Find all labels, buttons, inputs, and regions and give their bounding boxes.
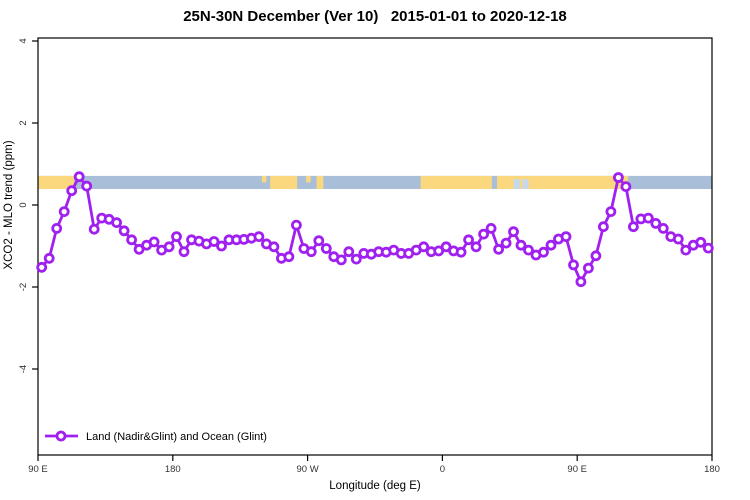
- land-speck: [306, 175, 311, 183]
- y-tick-label: -2: [18, 283, 29, 291]
- data-point-marker: [58, 206, 70, 218]
- legend-label: Land (Nadir&Glint) and Ocean (Glint): [86, 431, 267, 443]
- data-point-marker: [508, 226, 519, 238]
- chart-title: 25N-30N December (Ver 10) 2015-01-01 to …: [183, 8, 567, 25]
- data-point-marker: [126, 234, 138, 246]
- data-point-marker: [305, 246, 317, 258]
- data-point-marker: [43, 252, 55, 264]
- data-point-marker: [523, 244, 534, 256]
- data-point-marker: [485, 222, 497, 234]
- axes: 90 E 180 90 W 0 90 E 180 4 2 0 -2 -4: [18, 37, 720, 475]
- shallow-sea-patch: [513, 179, 521, 190]
- data-point-marker: [515, 239, 527, 251]
- data-point-marker: [88, 223, 100, 235]
- land-speck: [261, 175, 267, 183]
- data-point-marker: [545, 239, 557, 251]
- data-point-marker: [650, 217, 662, 229]
- data-point-marker: [343, 246, 355, 258]
- data-point-marker: [268, 241, 280, 253]
- data-point-marker: [560, 231, 572, 243]
- data-point-marker: [350, 253, 362, 265]
- data-point-marker: [613, 172, 624, 183]
- data-point-marker: [81, 180, 93, 192]
- land-segment: [497, 175, 629, 190]
- y-tick-label: 4: [18, 38, 29, 43]
- x-tick-label: 180: [165, 464, 181, 475]
- data-point-marker: [111, 217, 122, 229]
- data-point-marker: [51, 222, 63, 234]
- data-point-marker: [208, 236, 220, 247]
- shallow-sea-patch: [522, 179, 529, 190]
- y-tick-label: 2: [18, 120, 29, 125]
- data-point-marker: [463, 234, 475, 246]
- land-segment: [38, 175, 74, 190]
- data-point-marker: [148, 236, 160, 248]
- legend-marker-icon: [55, 430, 67, 442]
- data-point-marker: [583, 262, 594, 274]
- data-point-marker: [283, 251, 295, 263]
- y-axis-label: XCO2 - MLO trend (ppm): [3, 140, 15, 269]
- data-point-marker: [118, 225, 130, 237]
- data-point-marker: [628, 221, 639, 233]
- data-point-marker: [455, 246, 467, 258]
- data-point-marker: [171, 231, 182, 243]
- data-point-marker: [657, 222, 669, 234]
- data-point-marker: [335, 254, 347, 266]
- data-point-marker: [163, 241, 175, 253]
- data-point-marker: [575, 276, 587, 288]
- data-point-marker: [500, 237, 512, 249]
- series-line: [40, 175, 710, 284]
- data-point-marker: [695, 236, 707, 248]
- land-segment: [420, 175, 492, 190]
- x-tick-label: 0: [440, 464, 445, 475]
- data-point-marker: [73, 171, 85, 183]
- data-point-marker: [216, 240, 227, 252]
- land-segment: [270, 175, 298, 190]
- data-point-marker: [320, 243, 332, 254]
- data-point-marker: [313, 235, 325, 247]
- map-strip: [38, 175, 712, 190]
- x-axis-label: Longitude (deg E): [329, 480, 421, 492]
- data-point-marker: [702, 242, 714, 254]
- data-point-marker: [290, 219, 302, 231]
- data-point-marker: [493, 243, 505, 255]
- x-tick-label: 180: [704, 464, 720, 475]
- data-point-marker: [642, 212, 654, 224]
- data-point-marker: [470, 241, 482, 253]
- data-series: [36, 171, 714, 288]
- land-segment: [316, 175, 324, 190]
- data-point-marker: [66, 185, 78, 197]
- x-tick-label: 90 E: [28, 464, 48, 475]
- data-point-marker: [36, 261, 48, 273]
- data-point-marker: [605, 206, 617, 218]
- data-point-marker: [418, 241, 430, 253]
- data-point-marker: [680, 244, 692, 256]
- x-tick-label: 90 W: [297, 464, 319, 475]
- y-tick-label: 0: [18, 202, 29, 207]
- data-point-marker: [538, 246, 549, 258]
- data-point-marker: [253, 231, 265, 243]
- data-point-marker: [620, 181, 632, 193]
- x-tick-label: 90 E: [567, 464, 587, 475]
- legend: Land (Nadir&Glint) and Ocean (Glint): [45, 430, 267, 443]
- data-point-marker: [178, 246, 190, 258]
- data-point-marker: [672, 233, 684, 245]
- data-point-marker: [590, 250, 602, 262]
- data-point-marker: [568, 259, 579, 271]
- y-tick-label: -4: [18, 365, 29, 373]
- data-point-marker: [598, 221, 609, 233]
- data-point-marker: [478, 228, 490, 240]
